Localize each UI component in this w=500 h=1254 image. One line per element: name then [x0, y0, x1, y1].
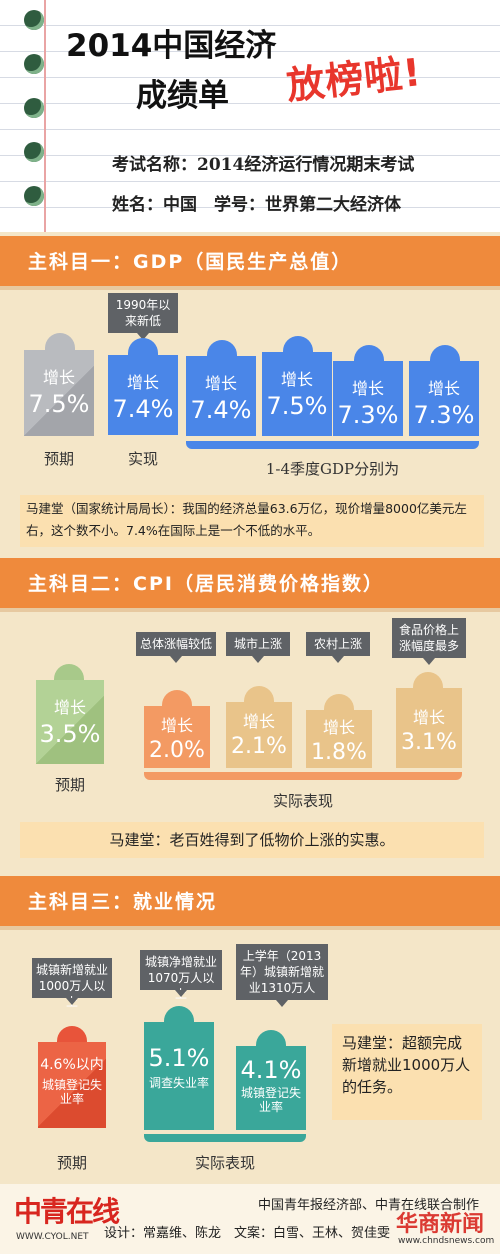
section-bar-employment: 主科目三：就业情况 [0, 876, 500, 930]
tile-knob [244, 686, 274, 704]
credit-line-2: 设计：常嘉维、陈龙 文案：白雪、王林、贺佳雯 [104, 1226, 391, 1241]
section-title: 主科目三：就业情况 [28, 891, 218, 913]
cpi-rural-tile: 增长 1.8% [306, 710, 372, 768]
tile-knob [207, 340, 237, 358]
cpi-tag-3: 农村上涨 [306, 632, 370, 663]
section-bar-gdp: 主科目一：GDP（国民生产总值） [0, 236, 500, 290]
cpi-urban-tile: 增长 2.1% [226, 702, 292, 768]
tile-knob [430, 345, 460, 363]
tile-knob [164, 1006, 194, 1024]
logo: 中青在线 [14, 1195, 120, 1228]
tile-knob [162, 690, 192, 708]
logo-url: WWW.CYOL.NET [16, 1232, 89, 1242]
tile-knob [57, 1026, 87, 1044]
gdp-quote: 马建堂（国家统计局局长）：我国的经济总量63.6万亿，现价增量8000亿美元左右… [20, 495, 484, 547]
gdp-q1-tile: 增长 7.4% [186, 356, 256, 436]
emp-survey-tile: 5.1% 调查失业率 [144, 1022, 214, 1130]
report-card-header: 2014中国经济 成绩单 放榜啦! 考试名称：2014经济运行情况期末考试 姓名… [0, 0, 500, 232]
emp-caption: 实际表现 [194, 1154, 255, 1172]
emp-expected-caption: 预期 [56, 1154, 87, 1172]
gdp-tag: 1990年以来新低 [108, 293, 178, 340]
watermark: 华商新闻 [396, 1211, 485, 1237]
stamp-text: 放榜啦! [284, 50, 424, 108]
cpi-tag-4: 食品价格上涨幅度最多 [392, 618, 466, 665]
gdp-actual-tile: 增长 7.4% [108, 355, 178, 435]
margin-line [44, 0, 46, 232]
tile-knob [413, 672, 443, 690]
gdp-actual-caption: 实现 [127, 450, 158, 468]
emp-expected-tile: 4.6%以内 城镇登记失业率 [38, 1042, 106, 1128]
gdp-expected-tile: 增长 7.5% [24, 350, 94, 436]
emp-tag-2: 上学年（2013年）城镇新增就业1310万人 [236, 944, 328, 1007]
binder-ring-icon [24, 186, 44, 206]
cpi-expected-tile: 增长 3.5% [36, 680, 104, 764]
binder-ring-icon [24, 142, 44, 162]
gdp-q3-tile: 增长 7.3% [333, 361, 403, 436]
binder-ring-icon [24, 98, 44, 118]
cpi-quote: 马建堂：老百姓得到了低物价上涨的实惠。 [20, 822, 484, 858]
exam-name: 考试名称：2014经济运行情况期末考试 [112, 155, 415, 175]
section-title: 主科目二：CPI（居民消费价格指数） [28, 573, 384, 595]
emp-registered-tile: 4.1% 城镇登记失业率 [236, 1046, 306, 1130]
quarters-bracket [186, 441, 479, 449]
tile-knob [354, 345, 384, 363]
cpi-expected-caption: 预期 [54, 776, 85, 794]
gdp-q2-tile: 增长 7.5% [262, 352, 332, 436]
binder-ring-icon [24, 54, 44, 74]
cpi-total-tile: 增长 2.0% [144, 706, 210, 768]
tile-knob [283, 336, 313, 354]
binder-ring-icon [24, 10, 44, 30]
tile-knob [45, 333, 75, 351]
emp-bracket [144, 1134, 306, 1142]
emp-quote: 马建堂：超额完成新增就业1000万人的任务。 [332, 1024, 482, 1120]
emp-tag-expected: 城镇新增就业1000万人以上 [32, 958, 112, 1009]
emp-tag-1: 城镇净增就业1070万人以上 [140, 950, 222, 1001]
tile-knob [54, 664, 84, 682]
tile-knob [324, 694, 354, 712]
section-bar-cpi: 主科目二：CPI（居民消费价格指数） [0, 558, 500, 612]
cpi-tag-1: 总体涨幅较低 [136, 632, 216, 663]
watermark-url: www.chndsnews.com [398, 1236, 495, 1246]
cpi-bracket [144, 772, 462, 780]
cpi-food-tile: 增长 3.1% [396, 688, 462, 768]
tile-knob [128, 338, 158, 356]
title-line-2: 成绩单 [136, 78, 229, 114]
tile-knob [256, 1030, 286, 1048]
footer: 中青在线 WWW.CYOL.NET 中国青年报经济部、中青在线联合制作 设计：常… [0, 1184, 500, 1254]
credit-line-1: 中国青年报经济部、中青在线联合制作 [258, 1198, 480, 1213]
cpi-tag-2: 城市上涨 [226, 632, 290, 663]
quarters-caption: 1-4季度GDP分别为 [265, 460, 400, 478]
section-title: 主科目一：GDP（国民生产总值） [28, 251, 353, 273]
cpi-caption: 实际表现 [272, 792, 333, 810]
gdp-expected-caption: 预期 [43, 450, 74, 468]
title-line-1: 2014中国经济 [66, 28, 277, 64]
student-line: 姓名：中国 学号：世界第二大经济体 [112, 195, 401, 215]
gdp-q4-tile: 增长 7.3% [409, 361, 479, 436]
